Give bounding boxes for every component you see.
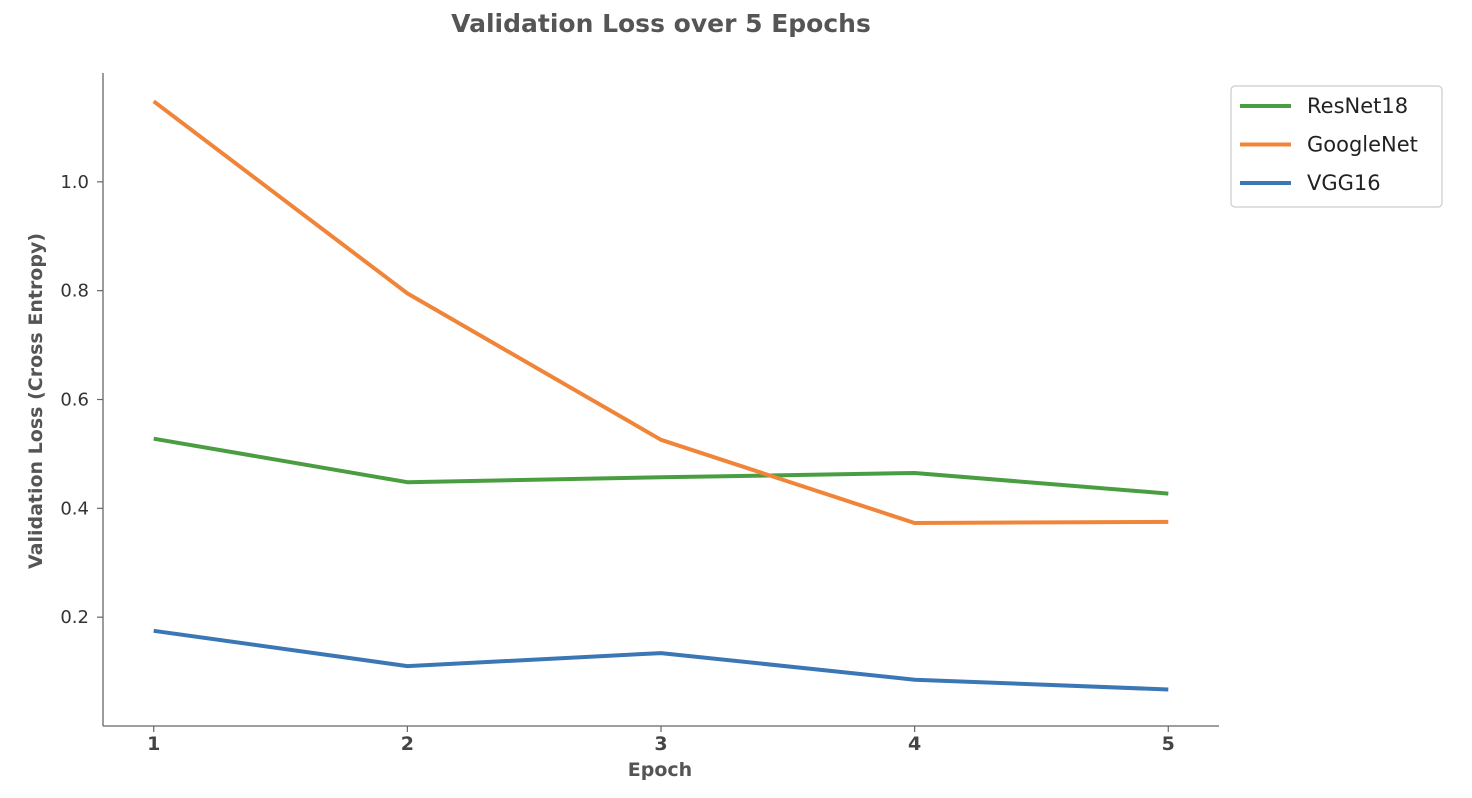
legend-frame xyxy=(1230,85,1443,208)
y-ticks: 0.2 0.4 0.6 0.8 1.0 xyxy=(60,172,103,628)
series-lines xyxy=(152,99,1169,692)
x-tick-label: 4 xyxy=(908,733,921,755)
y-tick-label: 0.8 xyxy=(60,281,89,302)
legend-label-vgg16: VGG16 xyxy=(1307,171,1381,195)
plot-area: 0.2 0.4 0.6 0.8 1.0 1 2 3 4 5 xyxy=(60,73,1219,755)
y-axis-label: Validation Loss (Cross Entropy) xyxy=(25,233,47,569)
x-tick-label: 5 xyxy=(1162,733,1175,755)
legend-label-resnet18: ResNet18 xyxy=(1307,94,1408,118)
x-tick-label: 3 xyxy=(654,733,667,755)
series-line-vgg16 xyxy=(153,628,1169,692)
x-axis-label: Epoch xyxy=(628,759,692,781)
y-tick-label: 0.4 xyxy=(60,498,89,519)
series-line-googlenet xyxy=(152,99,1169,525)
legend-items: ResNet18 GoogleNet VGG16 xyxy=(1240,94,1418,195)
legend: ResNet18 GoogleNet VGG16 xyxy=(1230,85,1443,208)
x-tick-label: 2 xyxy=(401,733,414,755)
y-tick-label: 1.0 xyxy=(60,172,89,193)
x-tick-label: 1 xyxy=(147,733,160,755)
x-ticks: 1 2 3 4 5 xyxy=(147,726,1175,755)
series-line-resnet18 xyxy=(153,436,1169,496)
y-tick-label: 0.2 xyxy=(60,607,89,628)
y-tick-label: 0.6 xyxy=(60,390,89,411)
legend-label-googlenet: GoogleNet xyxy=(1307,133,1418,157)
chart-title: Validation Loss over 5 Epochs xyxy=(451,9,871,38)
